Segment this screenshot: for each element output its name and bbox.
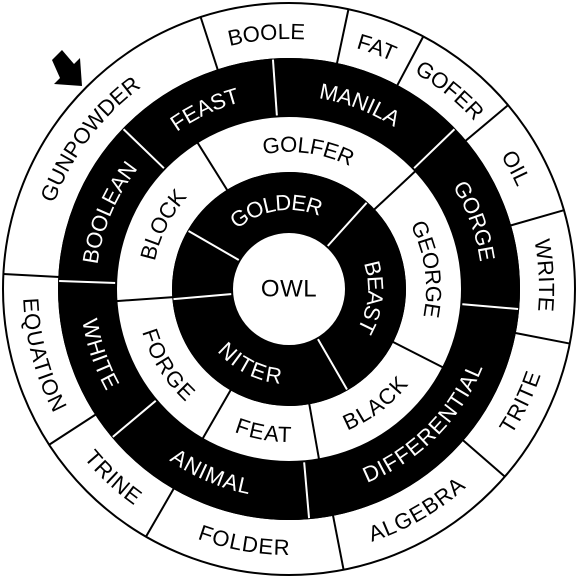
segment-divider bbox=[112, 399, 158, 438]
ring-second-outer-edge bbox=[115, 115, 463, 463]
segment-divider bbox=[308, 403, 321, 460]
segment-divider bbox=[509, 209, 565, 227]
arrow-icon bbox=[52, 50, 82, 86]
ring-second bbox=[116, 116, 462, 462]
segment-divider bbox=[335, 9, 350, 65]
ring-word: WRITE bbox=[530, 237, 560, 313]
segment-divider bbox=[271, 59, 278, 117]
ring-inner-outer-edge bbox=[172, 172, 406, 406]
segment-divider bbox=[412, 128, 456, 170]
segment-divider bbox=[316, 337, 348, 390]
ring-inner bbox=[173, 173, 405, 405]
segment-divider bbox=[326, 202, 368, 248]
segment-divider bbox=[391, 340, 444, 369]
segment-divider bbox=[514, 331, 570, 345]
segment-divider bbox=[373, 170, 417, 211]
segment-divider bbox=[461, 439, 506, 478]
segment-divider bbox=[122, 128, 166, 170]
segment-divider bbox=[199, 16, 219, 71]
ring-outer bbox=[3, 3, 575, 575]
segment-divider bbox=[396, 36, 425, 87]
segment-divider bbox=[188, 230, 241, 262]
center-word: OWL bbox=[261, 276, 317, 303]
center-circle bbox=[231, 231, 347, 347]
segment-divider bbox=[464, 104, 509, 142]
segment-divider bbox=[145, 487, 175, 538]
segment-divider bbox=[59, 279, 117, 284]
center-hub: OWL bbox=[231, 231, 347, 347]
segment-divider bbox=[173, 292, 233, 301]
ring-word-text: WRITE bbox=[530, 237, 559, 313]
segment-divider bbox=[116, 296, 174, 303]
segment-divider bbox=[196, 141, 229, 192]
ring-third-outer-edge bbox=[58, 58, 520, 520]
segment-divider bbox=[3, 273, 60, 278]
ring-third bbox=[59, 59, 519, 519]
segment-divider bbox=[461, 303, 519, 311]
segment-divider bbox=[48, 413, 97, 446]
segment-divider bbox=[331, 514, 345, 570]
segment-divider bbox=[303, 461, 311, 519]
segment-divider bbox=[201, 388, 232, 440]
